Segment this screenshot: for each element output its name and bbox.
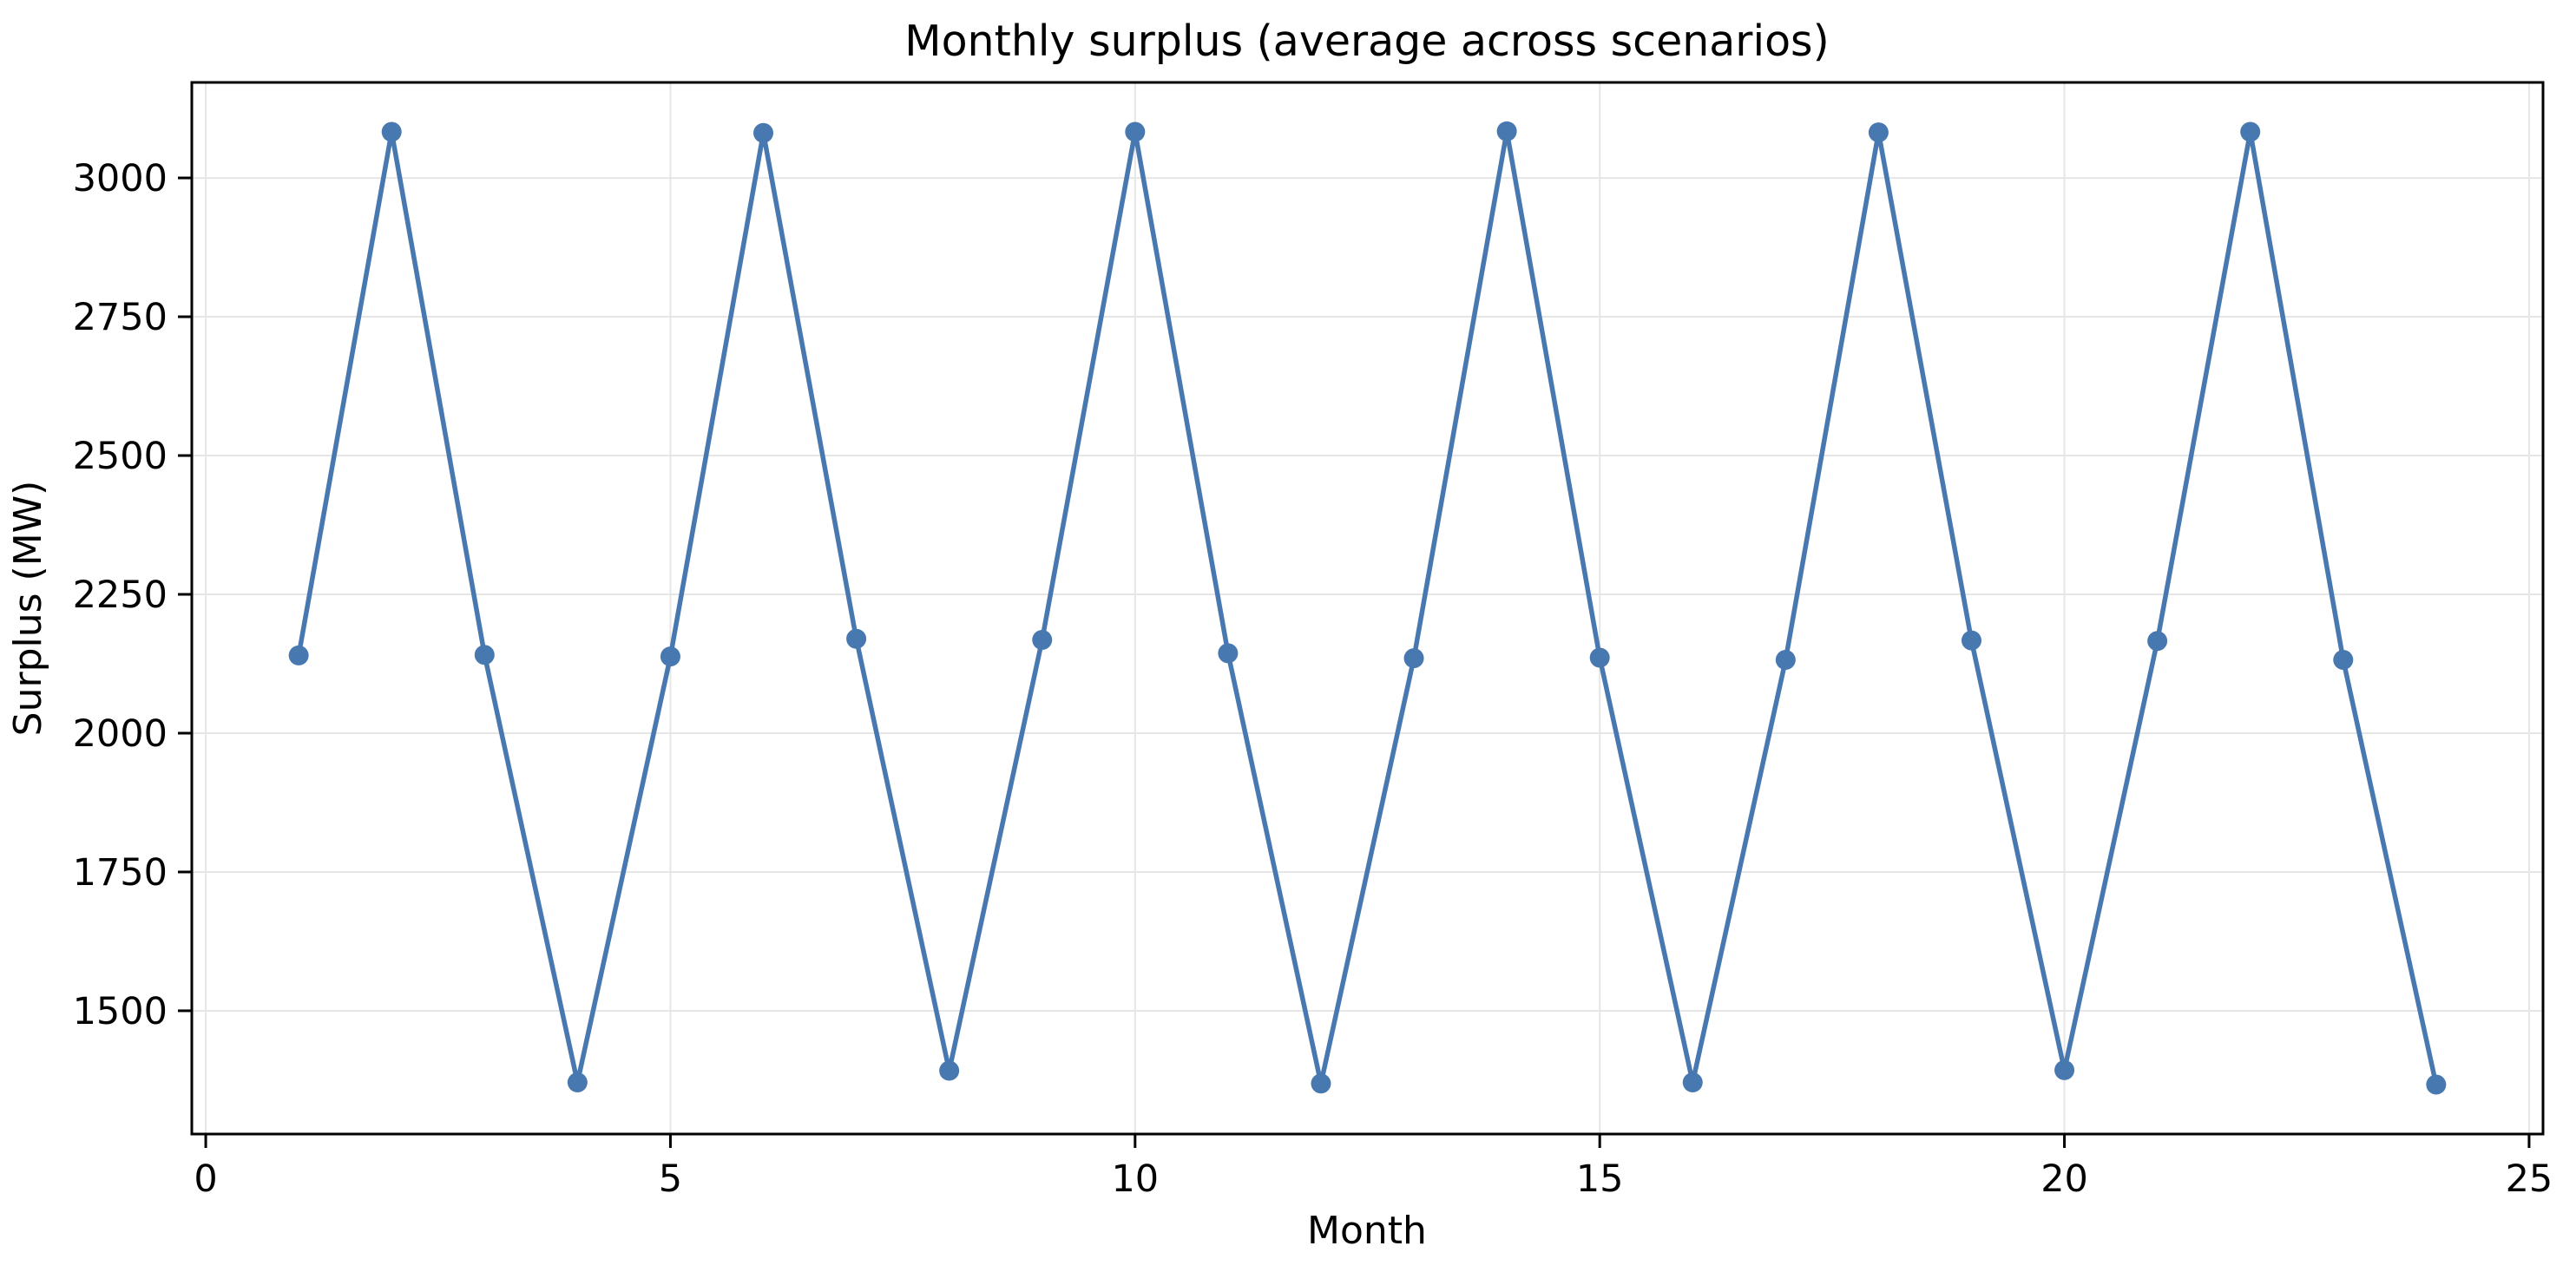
axes-spines — [190, 81, 2545, 1136]
series-line — [296, 128, 2439, 1087]
x-tick-label: 5 — [659, 1157, 682, 1201]
data-point — [288, 645, 309, 666]
data-point — [1775, 650, 1796, 671]
data-point — [846, 628, 867, 649]
data-point — [1218, 643, 1239, 664]
y-tick-label: 1500 — [73, 990, 168, 1033]
plot-background — [192, 82, 2543, 1134]
plot-area: 0 5 10 15 20 25 1500 1750 2000 2250 2500 2750 3000 — [73, 81, 2553, 1201]
y-tick-label: 3000 — [73, 157, 168, 200]
data-point — [2333, 650, 2354, 671]
data-point — [2426, 1074, 2447, 1095]
y-tick-label: 1750 — [73, 851, 168, 895]
data-point — [1125, 121, 1146, 142]
data-point — [1496, 121, 1517, 141]
y-axis-label: Surplus (MW) — [6, 481, 50, 737]
x-axis-label: Month — [1307, 1209, 1427, 1253]
data-point — [2054, 1059, 2075, 1080]
x-tick-label: 15 — [1576, 1157, 1624, 1201]
data-point — [567, 1072, 588, 1092]
data-point — [1311, 1073, 1331, 1094]
y-tick-label: 2250 — [73, 574, 168, 617]
data-point — [939, 1060, 960, 1081]
data-point — [2147, 631, 2168, 652]
data-point — [2240, 121, 2261, 142]
data-point — [660, 646, 680, 667]
x-tick-label: 0 — [194, 1157, 217, 1201]
data-point — [753, 122, 774, 143]
x-tick-label: 25 — [2506, 1157, 2553, 1201]
y-tick-label: 2500 — [73, 435, 168, 478]
data-point — [474, 645, 495, 666]
data-point — [1403, 648, 1424, 669]
data-point — [1032, 629, 1053, 650]
x-tick-label: 10 — [1111, 1157, 1159, 1201]
y-tick-label: 2750 — [73, 296, 168, 339]
data-point — [381, 121, 402, 142]
data-point — [1868, 122, 1889, 143]
data-point — [1682, 1072, 1703, 1092]
chart-title: Monthly surplus (average across scenario… — [904, 16, 1829, 66]
x-tick-label: 20 — [2040, 1157, 2088, 1201]
data-point — [1961, 630, 1981, 651]
data-point — [1589, 647, 1610, 668]
y-tick-label: 2000 — [73, 712, 168, 756]
